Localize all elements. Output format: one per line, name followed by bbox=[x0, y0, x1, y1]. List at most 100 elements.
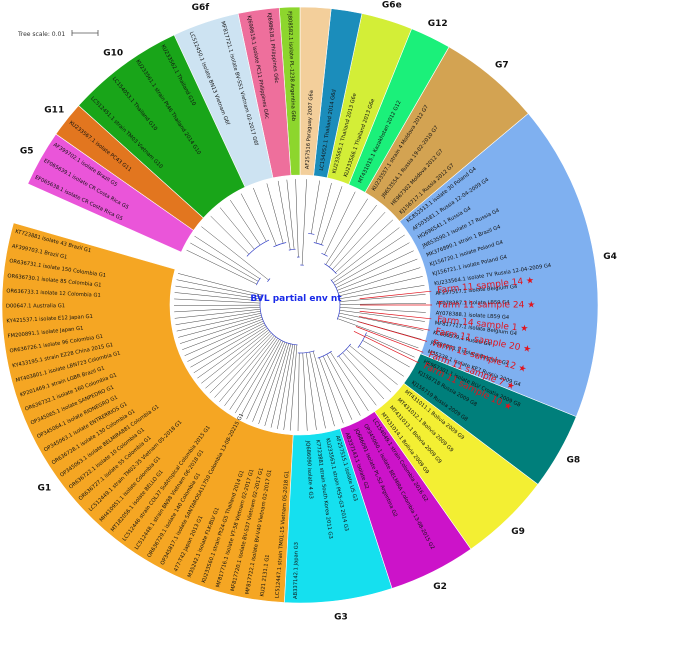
tree-branch bbox=[264, 343, 290, 427]
tree-branch bbox=[331, 227, 400, 281]
tree-branch bbox=[210, 215, 250, 255]
tree-branch bbox=[297, 352, 300, 431]
tree-branch bbox=[176, 313, 261, 332]
leaf-label: AY078387.1 isolate LB59 G4 bbox=[436, 300, 510, 307]
group-label-g1: G1 bbox=[38, 483, 52, 493]
group-label-g9: G9 bbox=[511, 527, 525, 537]
tree-branch bbox=[286, 179, 295, 250]
tree-branch bbox=[330, 351, 369, 411]
clade-sector-g3 bbox=[284, 428, 393, 604]
clade-sector-g6f bbox=[173, 13, 274, 188]
tree-branch bbox=[335, 219, 394, 273]
tree-branch bbox=[193, 326, 267, 374]
tree-branch bbox=[174, 298, 261, 304]
tree-branch bbox=[335, 250, 414, 288]
tree-branches bbox=[173, 179, 432, 431]
group-label-g5: G5 bbox=[20, 146, 34, 156]
tree-branch bbox=[338, 355, 377, 406]
tree-branch bbox=[214, 334, 274, 398]
sample-branch bbox=[359, 310, 432, 320]
tree-branch bbox=[219, 335, 275, 402]
group-label-g6f: G6f bbox=[192, 3, 210, 13]
tree-branch bbox=[333, 234, 405, 283]
tree-branch bbox=[339, 309, 425, 322]
tree-branch bbox=[365, 334, 415, 358]
group-label-g10: G10 bbox=[103, 49, 123, 59]
clade-arc bbox=[317, 350, 332, 359]
tree-branch bbox=[186, 249, 257, 285]
tree-branch bbox=[187, 322, 265, 362]
leaf-label: OR636733.1 isolate 12 Colombia G1 bbox=[6, 288, 101, 299]
clade-sector-g6a bbox=[299, 6, 332, 177]
tree-branch bbox=[338, 267, 421, 294]
tree-branch bbox=[337, 318, 419, 349]
tree-branch bbox=[209, 332, 272, 394]
group-label-g7: G7 bbox=[495, 60, 509, 70]
tree-branch bbox=[219, 207, 255, 250]
tree-branch bbox=[337, 258, 418, 291]
tree-branch bbox=[321, 186, 343, 245]
sample-label: Farm 11 sample 24 ★ bbox=[438, 301, 535, 311]
tree-branch bbox=[339, 294, 426, 302]
tree-branch bbox=[349, 345, 398, 385]
group-label-g2: G2 bbox=[433, 582, 447, 592]
clade-arc bbox=[297, 350, 315, 354]
clade-arc bbox=[259, 294, 298, 346]
sample-branch bbox=[353, 330, 419, 364]
tree-branch bbox=[174, 292, 261, 302]
sample-branch bbox=[357, 321, 427, 342]
tree-branch bbox=[346, 349, 392, 393]
clade-sector-g7 bbox=[364, 46, 529, 222]
group-label-g11: G11 bbox=[44, 106, 64, 116]
clade-sector-g6e bbox=[326, 13, 413, 185]
tree-branch bbox=[283, 344, 296, 430]
tree-branch bbox=[334, 242, 410, 286]
tree-branch bbox=[266, 183, 284, 244]
tree-branch bbox=[182, 318, 263, 350]
leaf-label: JQ686090 isolate 4 G3 bbox=[304, 440, 313, 499]
clade-arc bbox=[308, 233, 315, 235]
clade-arc bbox=[313, 242, 324, 246]
tree-branch bbox=[339, 307, 426, 313]
clade-sector-g9 bbox=[374, 382, 539, 550]
tree-branch bbox=[342, 352, 385, 400]
group-label-g12: G12 bbox=[428, 19, 448, 29]
clade-arc bbox=[357, 332, 367, 349]
clade-sector-g4 bbox=[399, 113, 599, 418]
tree-branch bbox=[338, 276, 423, 297]
clade-sector-g6d bbox=[313, 8, 363, 179]
group-label-g8: G8 bbox=[566, 456, 580, 466]
tree-branch bbox=[252, 341, 286, 422]
clade-sector-g10 bbox=[78, 34, 246, 219]
leaf-label: D00647.1 Australia G1 bbox=[6, 303, 65, 309]
group-labels: G1G3G2G9G8G4G7G12G6eG6dG6aG6bG6cG6fG10G1… bbox=[20, 0, 617, 622]
clade-sector-g11 bbox=[55, 105, 204, 231]
clade-sectors bbox=[1, 6, 599, 604]
clade-sector-g12 bbox=[348, 28, 450, 193]
clade-arc bbox=[273, 242, 287, 248]
sample-branch bbox=[358, 316, 430, 331]
tree-branch bbox=[325, 198, 368, 265]
tree-branch bbox=[302, 352, 308, 431]
group-label-g4: G4 bbox=[603, 252, 617, 262]
tree-branch bbox=[174, 306, 261, 313]
inner-white-disc bbox=[212, 217, 388, 393]
clade-arc bbox=[256, 277, 261, 286]
tree-branch bbox=[306, 352, 317, 430]
tree-branch bbox=[178, 315, 262, 338]
leaf-label: AB337142.1 Japan G3 bbox=[293, 542, 300, 599]
clade-arc bbox=[246, 239, 270, 257]
tree-branch bbox=[309, 351, 326, 429]
tree-branch bbox=[230, 199, 261, 246]
clade-arc bbox=[288, 248, 296, 251]
tree-branch bbox=[205, 331, 271, 389]
tree-branch bbox=[329, 204, 377, 268]
tree-branch bbox=[194, 235, 260, 279]
tree-branch bbox=[240, 340, 282, 417]
tree-branch bbox=[339, 312, 424, 331]
tree-branch bbox=[312, 351, 335, 427]
tree-branch bbox=[175, 285, 261, 300]
tree-branch bbox=[197, 328, 268, 379]
clade-sector-g2 bbox=[339, 411, 472, 589]
